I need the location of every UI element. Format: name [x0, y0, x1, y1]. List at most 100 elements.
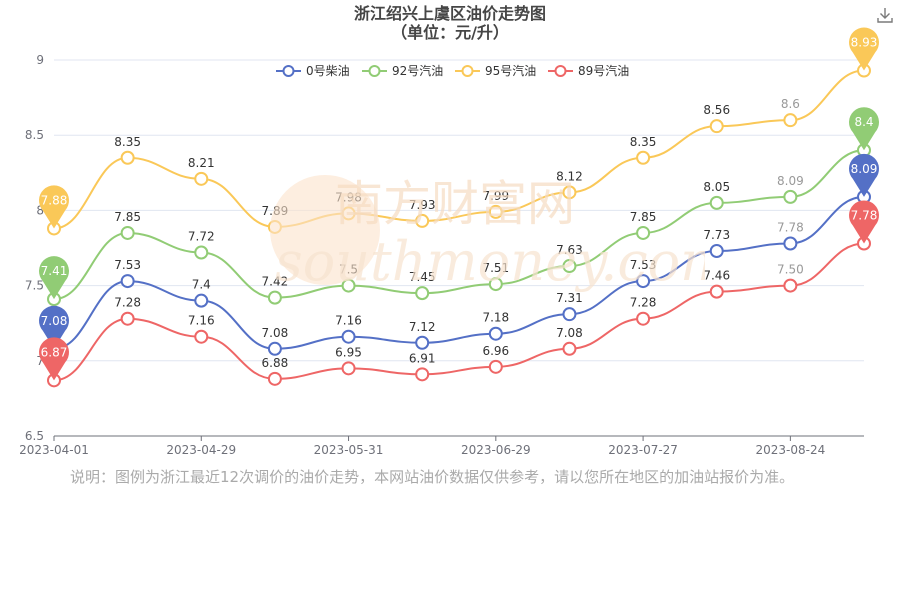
- data-point: [783, 189, 798, 204]
- data-label: 7.98: [335, 190, 362, 204]
- pin-marker: 7.41: [39, 256, 69, 300]
- legend-swatch-marker: [461, 65, 474, 77]
- data-point: [415, 367, 430, 382]
- x-tick-label: 2023-07-27: [608, 443, 678, 457]
- data-point: [341, 361, 356, 376]
- data-point: [636, 274, 651, 289]
- x-tick-label: 2023-08-24: [755, 443, 825, 457]
- pin-shape: [849, 200, 880, 244]
- data-label: 7.53: [114, 258, 141, 272]
- data-label: 7.16: [188, 314, 215, 328]
- data-point: [709, 195, 724, 210]
- y-tick-label: 7: [36, 354, 44, 368]
- data-label: 7.50: [777, 263, 804, 277]
- data-label: 6.88: [262, 356, 289, 370]
- y-tick-label: 7.5: [25, 279, 44, 293]
- data-label: 7.63: [556, 243, 583, 257]
- data-point: [194, 329, 209, 344]
- series-line: [53, 69, 865, 230]
- pin-label: 8.09: [851, 162, 878, 176]
- pin-marker: 7.78: [849, 200, 880, 244]
- data-point: [120, 311, 135, 326]
- data-point: [341, 206, 356, 221]
- data-label: 7.46: [703, 269, 730, 283]
- data-point: [267, 371, 282, 386]
- data-label: 7.72: [188, 230, 215, 244]
- data-label: 8.05: [703, 180, 730, 194]
- data-label: 6.96: [482, 344, 509, 358]
- pin-label: 7.41: [41, 264, 68, 278]
- legend-entry: 95号汽油: [485, 63, 536, 78]
- data-label: 7.85: [114, 210, 141, 224]
- x-tick-label: 2023-05-31: [314, 443, 384, 457]
- legend-entry: 89号汽油: [578, 63, 629, 78]
- legend-entry: 0号柴油: [306, 64, 350, 78]
- legend-swatch-marker: [368, 65, 381, 77]
- chart-title: 浙江绍兴上虞区油价走势图: [353, 4, 546, 23]
- y-tick-label: 8.5: [25, 128, 44, 142]
- pin-shape: [39, 337, 69, 381]
- pin-label: 7.08: [41, 314, 68, 328]
- data-label: 7.45: [409, 270, 436, 284]
- legend-swatch-marker: [282, 65, 295, 77]
- data-label: 7.31: [556, 291, 583, 305]
- y-tick-label: 6.5: [25, 429, 44, 443]
- x-tick-label: 2023-06-29: [461, 443, 531, 457]
- pin-marker: 6.87: [39, 337, 69, 381]
- data-label: 8.21: [188, 156, 215, 170]
- pin-shape: [849, 27, 880, 71]
- data-point: [488, 359, 503, 374]
- data-point: [562, 307, 577, 322]
- pin-label: 6.87: [41, 345, 68, 359]
- data-label: 8.56: [703, 103, 730, 117]
- y-tick-label: 9: [36, 53, 44, 67]
- data-label: 7.93: [409, 198, 436, 212]
- download-icon[interactable]: [876, 6, 894, 24]
- data-point: [709, 244, 724, 259]
- pin-marker: 8.4: [849, 107, 880, 151]
- data-point: [415, 335, 430, 350]
- data-point: [562, 185, 577, 200]
- x-tick-label: 2023-04-29: [166, 443, 236, 457]
- data-point: [636, 225, 651, 240]
- data-label: 7.51: [482, 261, 509, 275]
- data-point: [783, 278, 798, 293]
- pin-marker: 7.88: [39, 185, 69, 229]
- data-point: [783, 113, 798, 128]
- data-point: [341, 278, 356, 293]
- data-point: [709, 284, 724, 299]
- data-label: 7.42: [262, 275, 289, 289]
- x-tick-label: 2023-04-01: [19, 443, 89, 457]
- data-point: [415, 213, 430, 228]
- data-label: 6.91: [409, 351, 436, 365]
- pin-shape: [39, 185, 69, 229]
- data-label: 8.6: [781, 97, 800, 111]
- data-point: [194, 245, 209, 260]
- pin-shape: [39, 256, 69, 300]
- data-point: [709, 119, 724, 134]
- data-label: 8.09: [777, 174, 804, 188]
- series-line: [53, 195, 865, 350]
- legend-entry: 92号汽油: [392, 63, 443, 78]
- data-label: 7.85: [630, 210, 657, 224]
- data-label: 7.89: [262, 204, 289, 218]
- chart-subtitle: （单位：元/升）: [391, 23, 509, 42]
- data-label: 8.35: [114, 135, 141, 149]
- data-label: 7.08: [262, 326, 289, 340]
- y-tick-label: 8: [36, 203, 44, 217]
- data-label: 7.99: [482, 189, 509, 203]
- data-label: 7.73: [703, 228, 730, 242]
- data-label: 7.08: [556, 326, 583, 340]
- data-point: [267, 290, 282, 305]
- pin-label: 7.88: [41, 193, 68, 207]
- pin-label: 8.93: [851, 36, 878, 50]
- data-point: [488, 277, 503, 292]
- data-point: [488, 204, 503, 219]
- data-point: [341, 329, 356, 344]
- data-point: [267, 341, 282, 356]
- data-point: [415, 286, 430, 301]
- data-label: 7.4: [192, 278, 211, 292]
- pin-marker: 8.93: [849, 27, 880, 71]
- data-label: 6.95: [335, 345, 362, 359]
